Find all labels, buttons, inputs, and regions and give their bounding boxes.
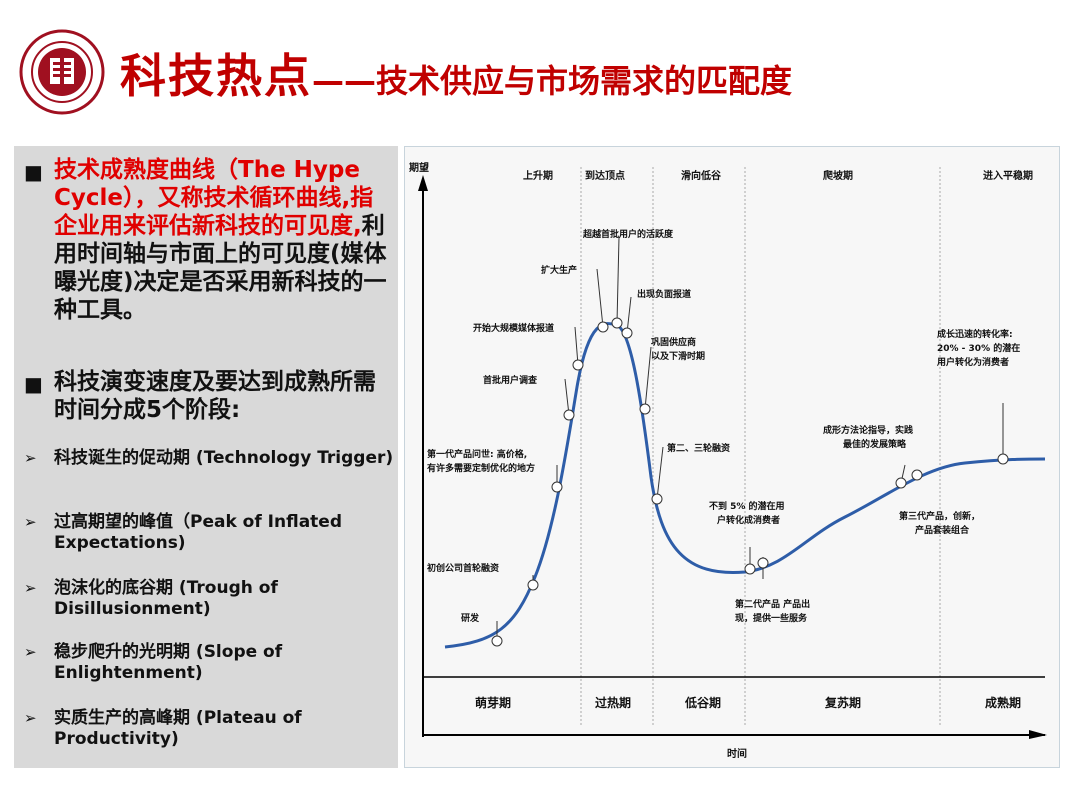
arrow-bullet-icon: ➢ bbox=[24, 579, 37, 597]
annotation-rnd: 研发 bbox=[461, 612, 480, 624]
annotation-consolidation-2: 以及下滑时期 bbox=[651, 350, 705, 362]
bottom-phase-4: 复苏期 bbox=[824, 695, 861, 710]
milestone-point bbox=[639, 403, 651, 415]
annotation-early-survey: 首批用户调查 bbox=[483, 374, 538, 386]
annotation-seed-funding: 初创公司首轮融资 bbox=[427, 562, 499, 574]
arrow-bullet-icon: ➢ bbox=[24, 643, 37, 661]
milestone-point bbox=[563, 409, 575, 421]
bullet-five-stages: ■ 科技演变速度及要达到成熟所需时间分成5个阶段: bbox=[24, 368, 394, 424]
milestone-point bbox=[611, 317, 623, 329]
y-axis-arrow-icon bbox=[418, 175, 428, 191]
top-phase-1: 上升期 bbox=[523, 169, 553, 182]
arrow-bullet-icon: ➢ bbox=[24, 709, 37, 727]
stage-item-4: ➢ 稳步爬升的光明期 (Slope of Enlightenment) bbox=[24, 642, 394, 684]
milestone-point bbox=[572, 359, 584, 371]
university-logo-icon bbox=[19, 29, 105, 115]
top-phase-5: 进入平稳期 bbox=[983, 169, 1033, 182]
milestone-point bbox=[895, 477, 907, 489]
stage-item-1: ➢ 科技诞生的促动期 (Technology Trigger) bbox=[24, 448, 394, 469]
x-axis-label: 时间 bbox=[727, 747, 747, 760]
arrow-bullet-icon: ➢ bbox=[24, 513, 37, 531]
square-bullet-icon: ■ bbox=[24, 160, 43, 184]
annotation-fast-conversion-2: 20% - 30% 的潜在 bbox=[937, 342, 1020, 354]
milestone-point bbox=[527, 579, 539, 591]
annotation-first-gen-2: 有许多需要定制优化的地方 bbox=[427, 462, 535, 474]
page-title: 科技热点——技术供应与市场需求的匹配度 bbox=[120, 40, 792, 106]
bottom-phase-3: 低谷期 bbox=[684, 695, 721, 710]
stage-label: 泡沫化的底谷期 (Trough of Disillusionment) bbox=[54, 578, 278, 619]
stage-label: 实质生产的高峰期 (Plateau of Productivity) bbox=[54, 708, 302, 749]
annotation-third-gen-1: 第三代产品，创新， bbox=[899, 510, 980, 522]
annotation-methodology-2: 最佳的发展策略 bbox=[843, 438, 907, 450]
annotation-second-gen-1: 第二代产品 产品出 bbox=[735, 598, 810, 610]
milestone-point bbox=[621, 327, 633, 339]
left-text-panel: ■ 技术成熟度曲线（The Hype Cycle），又称技术循环曲线,指企业用来… bbox=[14, 146, 398, 768]
annotation-scale-production: 扩大生产 bbox=[541, 264, 577, 276]
square-bullet-icon: ■ bbox=[24, 372, 43, 396]
top-phase-4: 爬坡期 bbox=[822, 169, 853, 182]
title-main: 科技热点 bbox=[120, 49, 312, 103]
annotation-conversion-low-2: 户转化成消费者 bbox=[717, 514, 780, 526]
bullet-hype-cycle-black: 利用时间轴与市面上的可见度(媒体曝光度)决定是否采用新科技的一种工具。 bbox=[54, 213, 387, 323]
hype-cycle-svg: 期望 时间 上升期 到达顶点 滑向低谷 爬坡期 进入平稳期 萌芽期 过热期 低谷… bbox=[409, 161, 1047, 760]
stage-label: 科技诞生的促动期 (Technology Trigger) bbox=[54, 448, 394, 468]
milestone-point bbox=[551, 481, 563, 493]
stage-item-2: ➢ 过高期望的峰值（Peak of Inflated Expectations) bbox=[24, 512, 394, 554]
milestone-point bbox=[757, 557, 769, 569]
bottom-phase-5: 成熟期 bbox=[985, 695, 1021, 710]
y-axis-label: 期望 bbox=[409, 161, 429, 174]
annotation-methodology-1: 成形方法论指导，实践 bbox=[823, 424, 913, 436]
stage-label: 过高期望的峰值（Peak of Inflated Expectations) bbox=[54, 512, 343, 553]
annotation-later-funding: 第二、三轮融资 bbox=[667, 442, 730, 454]
annotation-first-gen-1: 第一代产品问世: 高价格, bbox=[427, 448, 527, 460]
annotation-media-coverage: 开始大规模媒体报道 bbox=[473, 322, 554, 334]
bullet-hype-cycle-red: 技术成熟度曲线（The Hype Cycle），又称技术循环曲线,指企业用来评估… bbox=[54, 157, 374, 239]
stage-item-3: ➢ 泡沫化的底谷期 (Trough of Disillusionment) bbox=[24, 578, 394, 620]
top-phase-2: 到达顶点 bbox=[585, 169, 625, 182]
annotation-beyond-early-users: 超越首批用户的活跃度 bbox=[582, 228, 674, 240]
annotation-fast-conversion-3: 用户转化为消费者 bbox=[936, 356, 1009, 368]
stage-label: 稳步爬升的光明期 (Slope of Enlightenment) bbox=[54, 642, 283, 683]
annotation-third-gen-2: 产品套装组合 bbox=[915, 524, 970, 536]
milestone-point bbox=[997, 453, 1009, 465]
milestone-point bbox=[491, 635, 503, 647]
arrow-bullet-icon: ➢ bbox=[24, 449, 37, 467]
bullet-five-stages-text: 科技演变速度及要达到成熟所需时间分成5个阶段: bbox=[54, 369, 376, 423]
stage-item-5: ➢ 实质生产的高峰期 (Plateau of Productivity) bbox=[24, 708, 394, 750]
milestone-point bbox=[744, 563, 756, 575]
annotation-consolidation-1: 巩固供应商 bbox=[651, 336, 696, 348]
hype-cycle-diagram: 期望 时间 上升期 到达顶点 滑向低谷 爬坡期 进入平稳期 萌芽期 过热期 低谷… bbox=[404, 146, 1060, 768]
milestone-point bbox=[911, 469, 923, 481]
milestone-point bbox=[651, 493, 663, 505]
milestone-point bbox=[597, 321, 609, 333]
x-axis-arrow-icon bbox=[1029, 730, 1047, 739]
title-sub: ——技术供应与市场需求的匹配度 bbox=[312, 62, 793, 100]
bullet-hype-cycle: ■ 技术成熟度曲线（The Hype Cycle），又称技术循环曲线,指企业用来… bbox=[24, 156, 394, 324]
annotation-second-gen-2: 现，提供一些服务 bbox=[735, 612, 808, 624]
annotation-negative-press: 出现负面报道 bbox=[637, 288, 691, 300]
annotation-conversion-low-1: 不到 5% 的潜在用 bbox=[709, 500, 785, 512]
hype-curve bbox=[444, 322, 1046, 649]
annotation-fast-conversion-1: 成长迅速的转化率: bbox=[937, 328, 1013, 340]
bottom-phase-2: 过热期 bbox=[595, 695, 631, 710]
bottom-phase-1: 萌芽期 bbox=[475, 695, 511, 710]
top-phase-3: 滑向低谷 bbox=[681, 169, 722, 182]
